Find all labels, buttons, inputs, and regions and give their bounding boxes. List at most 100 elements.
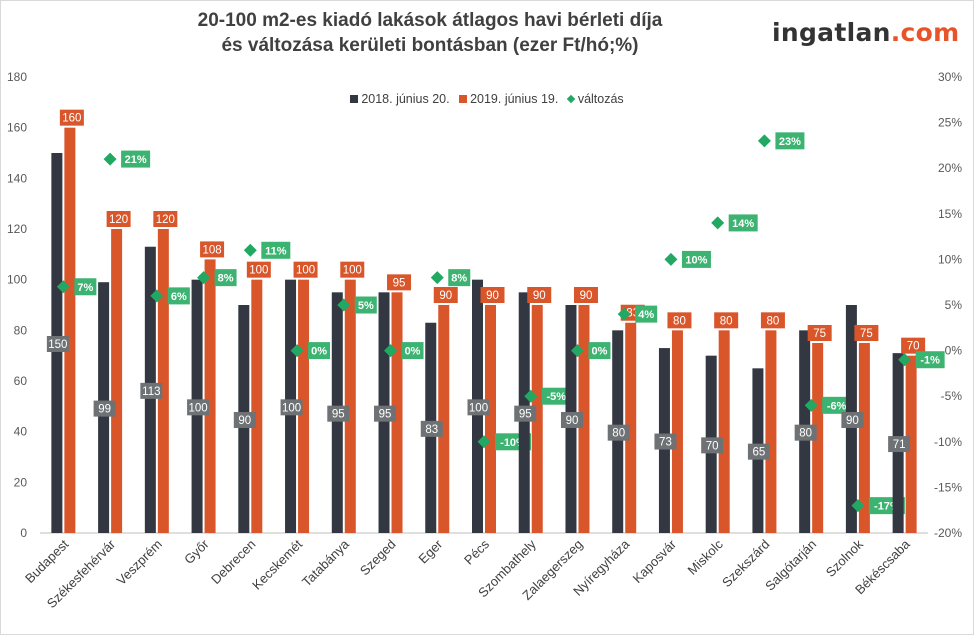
data-label-2018: 90 [566, 415, 579, 427]
data-label-2018: 73 [659, 437, 672, 449]
data-label-change-bg [635, 305, 658, 323]
data-label-2019: 90 [533, 290, 546, 302]
bar-2019 [344, 279, 356, 533]
legend-label-2018: 2018. június 20. [361, 92, 450, 106]
legend-swatch-2019 [459, 95, 468, 103]
bar-2019 [438, 305, 450, 533]
data-label-2018-bg [841, 412, 864, 428]
data-label-change-bg [681, 250, 711, 268]
data-label-2019-bg [901, 337, 926, 354]
data-label-change-bg [541, 387, 571, 405]
bar-2019 [64, 127, 76, 534]
data-label-2018: 100 [282, 402, 301, 414]
data-label-2018-bg [46, 336, 69, 352]
change-marker [664, 252, 678, 266]
data-label-2018: 90 [238, 415, 251, 427]
left-axis-tick: 140 [7, 171, 27, 185]
data-label-change: -6% [827, 400, 847, 412]
data-label-2019-bg [527, 287, 552, 303]
left-axis-tick: 40 [14, 425, 28, 439]
change-marker [430, 271, 444, 285]
brand-logo: ingatlan.com [772, 18, 959, 47]
category-label: Veszprém [113, 537, 164, 588]
legend-label-2019: 2019. június 19. [470, 92, 559, 106]
data-label-change: 14% [732, 218, 754, 230]
change-marker [197, 271, 211, 285]
category-label: Salgótarján [762, 537, 819, 594]
data-label-2019-bg [340, 261, 365, 278]
change-marker [56, 280, 70, 294]
change-marker [243, 243, 257, 257]
right-axis-tick: -10% [934, 435, 962, 449]
data-label-2019-bg [200, 241, 225, 258]
data-label-2018-bg [327, 405, 350, 422]
category-label: Szeged [357, 537, 399, 579]
data-label-2019: 90 [439, 290, 452, 302]
data-label-2019: 75 [860, 328, 873, 340]
data-label-2018-bg [514, 405, 537, 422]
right-axis-tick: -5% [941, 389, 963, 403]
data-label-2018: 80 [612, 428, 625, 440]
change-marker [711, 216, 725, 230]
data-label-2018-bg [233, 412, 256, 428]
data-label-change-bg [214, 269, 237, 287]
bar-2019 [157, 229, 169, 533]
data-label-change: 21% [125, 154, 147, 166]
category-label: Miskolc [685, 536, 727, 578]
right-axis-tick: 0% [945, 344, 963, 358]
change-marker [290, 344, 304, 358]
category-label: Pécs [461, 536, 492, 567]
legend-swatch-2018 [350, 95, 359, 103]
data-label-2018-bg [420, 420, 443, 437]
data-label-change: 0% [405, 346, 421, 358]
data-label-2019-bg [153, 211, 178, 227]
data-label-2018-bg [93, 400, 116, 417]
category-label: Eger [415, 536, 445, 566]
bar-2019 [812, 343, 824, 533]
right-axis-tick: 30% [938, 70, 962, 84]
change-marker [851, 499, 865, 513]
data-label-2018: 95 [379, 409, 392, 421]
data-label-change: 0% [592, 346, 608, 358]
right-axis-tick: -20% [934, 526, 962, 540]
data-label-2018: 70 [706, 440, 719, 452]
change-marker [617, 307, 631, 321]
data-label-change-bg [915, 351, 945, 369]
right-axis-tick: 20% [938, 161, 962, 175]
left-axis-tick: 120 [7, 222, 27, 236]
data-label-2019: 120 [156, 214, 175, 226]
data-label-change-bg [448, 269, 471, 287]
legend-item-2019: 2019. június 19. [459, 92, 558, 106]
data-label-2018-bg [888, 436, 911, 453]
bar-2019 [858, 343, 870, 533]
change-marker [524, 389, 538, 403]
data-label-2019-bg [246, 261, 271, 278]
data-label-2018: 113 [142, 386, 160, 398]
data-label-change: 5% [358, 300, 374, 312]
data-label-change-bg [588, 342, 611, 360]
bar-2019 [298, 279, 310, 533]
data-label-2019-bg [714, 312, 739, 329]
bar-2019 [111, 229, 123, 533]
change-marker [804, 398, 818, 412]
change-marker [898, 353, 912, 367]
left-axis-tick: 100 [7, 273, 27, 287]
data-label-2018: 65 [753, 447, 766, 459]
data-label-change: -5% [546, 391, 566, 403]
data-label-2019: 100 [296, 265, 315, 277]
data-label-2018-bg [140, 382, 163, 399]
data-label-2018-bg [794, 424, 817, 441]
data-label-2018: 150 [48, 339, 67, 351]
left-axis-tick: 20 [14, 475, 28, 489]
bar-2019 [625, 322, 637, 533]
bar-2019 [578, 305, 590, 533]
data-label-change: 8% [218, 273, 234, 285]
data-label-2018: 80 [799, 428, 812, 440]
data-label-2019: 75 [813, 328, 826, 340]
data-label-2019: 160 [62, 113, 81, 125]
data-label-2018: 90 [846, 415, 859, 427]
data-label-2019-bg [293, 261, 318, 278]
data-label-change: 8% [451, 273, 467, 285]
data-label-2019-bg [573, 287, 598, 303]
data-label-2019-bg [387, 274, 412, 291]
